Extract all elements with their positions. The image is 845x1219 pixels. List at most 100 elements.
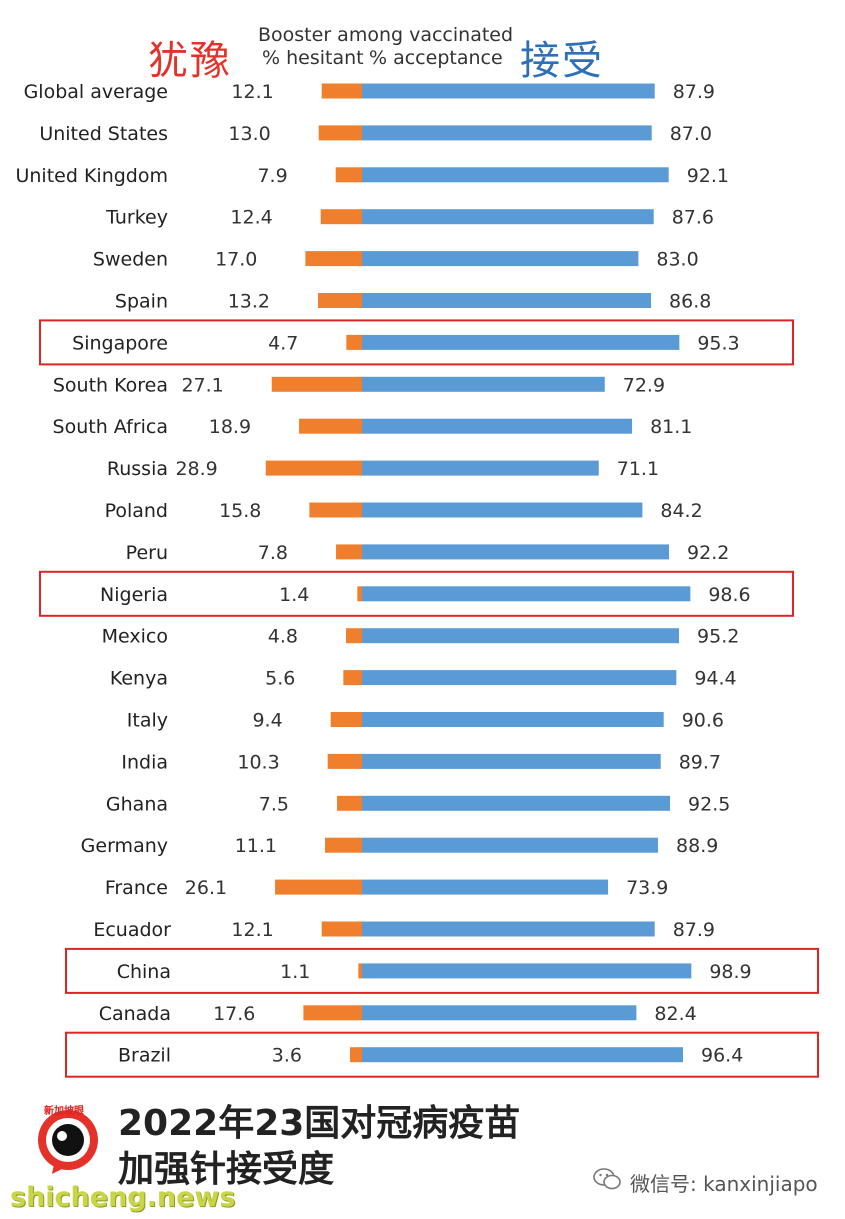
country-label-ecuador: Ecuador xyxy=(93,919,171,941)
hesitant-bar-turkey xyxy=(320,209,362,225)
acceptance-bar-india xyxy=(362,753,661,769)
acceptance-value-singapore: 95.3 xyxy=(697,332,739,354)
acceptance-value-united-kingdom: 92.1 xyxy=(687,165,729,187)
acceptance-bar-germany xyxy=(362,837,659,853)
acceptance-bar-nigeria xyxy=(362,586,691,602)
hesitant-bar-ecuador xyxy=(321,921,362,937)
hesitant-value-italy: 9.4 xyxy=(252,710,282,732)
magnifier-logo-icon xyxy=(38,1110,98,1174)
country-label-sweden: Sweden xyxy=(93,249,168,271)
acceptance-bar-kenya xyxy=(362,670,677,686)
acceptance-bar-global-average xyxy=(362,83,655,99)
country-label-peru: Peru xyxy=(126,542,168,564)
acceptance-value-peru: 92.2 xyxy=(687,542,729,564)
acceptance-value-italy: 90.6 xyxy=(682,710,724,732)
country-label-united-kingdom: United Kingdom xyxy=(15,165,168,187)
acceptance-value-turkey: 87.6 xyxy=(672,207,714,229)
acceptance-bar-united-kingdom xyxy=(362,167,669,183)
country-label-india: India xyxy=(121,751,168,773)
country-label-united-states: United States xyxy=(39,123,168,145)
hesitant-bar-singapore xyxy=(346,334,362,350)
header-hesitant-cn: 犹豫 xyxy=(148,38,232,84)
hesitant-value-mexico: 4.8 xyxy=(268,626,298,648)
country-label-global-average: Global average xyxy=(24,81,168,103)
acceptance-bar-brazil xyxy=(362,1047,684,1063)
hesitant-bar-sweden xyxy=(305,251,362,267)
country-label-germany: Germany xyxy=(81,835,168,857)
hesitant-value-canada: 17.6 xyxy=(213,1003,255,1025)
hesitant-value-south-africa: 18.9 xyxy=(209,416,251,438)
country-label-south-africa: South Africa xyxy=(53,416,168,438)
highlight-box-nigeria xyxy=(39,570,794,617)
highlight-box-china xyxy=(65,947,819,994)
country-label-turkey: Turkey xyxy=(105,207,168,229)
country-label-singapore: Singapore xyxy=(72,332,168,354)
hesitant-bar-russia xyxy=(265,460,362,476)
acceptance-value-brazil: 96.4 xyxy=(701,1045,743,1067)
hesitant-value-global-average: 12.1 xyxy=(231,81,273,103)
hesitant-value-sweden: 17.0 xyxy=(215,249,257,271)
hesitant-bar-mexico xyxy=(346,628,362,644)
hesitant-bar-kenya xyxy=(343,670,362,686)
hesitant-bar-canada xyxy=(303,1005,362,1021)
acceptance-bar-ghana xyxy=(362,795,671,811)
acceptance-value-canada: 82.4 xyxy=(654,1003,696,1025)
hesitant-bar-italy xyxy=(330,712,362,727)
acceptance-bar-turkey xyxy=(362,209,654,225)
header-acceptance-label: % acceptance xyxy=(369,47,503,69)
acceptance-value-china: 98.9 xyxy=(709,961,751,983)
wechat-icon xyxy=(593,1168,621,1190)
acceptance-value-spain: 86.8 xyxy=(669,291,711,313)
hesitant-value-france: 26.1 xyxy=(185,877,227,899)
acceptance-value-south-africa: 81.1 xyxy=(650,416,692,438)
hesitant-value-united-kingdom: 7.9 xyxy=(257,165,287,187)
acceptance-bar-singapore xyxy=(362,334,680,350)
hesitant-value-kenya: 5.6 xyxy=(265,668,295,690)
acceptance-value-ghana: 92.5 xyxy=(688,793,730,815)
footer-title-line2: 加强针接受度 xyxy=(118,1149,335,1190)
country-label-china: China xyxy=(117,961,171,983)
acceptance-value-global-average: 87.9 xyxy=(673,81,715,103)
hesitant-bar-united-kingdom xyxy=(335,167,362,183)
footer-title-line1: 2022年23国对冠病疫苗 xyxy=(118,1103,521,1144)
highlight-box-singapore xyxy=(39,319,794,366)
hesitant-value-singapore: 4.7 xyxy=(268,332,298,354)
header-hesitant-label: % hesitant xyxy=(262,47,364,69)
acceptance-bar-canada xyxy=(362,1005,637,1021)
country-label-kenya: Kenya xyxy=(110,668,168,690)
acceptance-value-south-korea: 72.9 xyxy=(623,374,665,396)
acceptance-value-france: 73.9 xyxy=(626,877,668,899)
country-label-mexico: Mexico xyxy=(102,626,168,648)
hesitant-value-germany: 11.1 xyxy=(235,835,277,857)
country-label-south-korea: South Korea xyxy=(53,374,168,396)
site-watermark: shicheng.news xyxy=(10,1182,236,1213)
acceptance-value-kenya: 94.4 xyxy=(694,668,736,690)
acceptance-value-nigeria: 98.6 xyxy=(708,584,750,606)
acceptance-value-mexico: 95.2 xyxy=(697,626,739,648)
country-label-spain: Spain xyxy=(115,291,168,313)
hesitant-bar-united-states xyxy=(318,125,362,141)
header-acceptance-cn: 接受 xyxy=(520,38,604,84)
acceptance-bar-ecuador xyxy=(362,921,655,937)
hesitant-bar-germany xyxy=(325,837,362,853)
hesitant-bar-spain xyxy=(318,293,362,308)
hesitant-bar-nigeria xyxy=(357,586,362,602)
hesitant-value-ecuador: 12.1 xyxy=(231,919,273,941)
country-label-italy: Italy xyxy=(127,710,168,732)
hesitant-bar-ghana xyxy=(337,795,362,811)
acceptance-bar-italy xyxy=(362,712,664,727)
hesitant-value-india: 10.3 xyxy=(237,751,279,773)
acceptance-bar-russia xyxy=(362,460,599,476)
acceptance-bar-peru xyxy=(362,544,670,560)
hesitant-bar-south-korea xyxy=(271,376,362,392)
hesitant-bar-india xyxy=(327,753,362,769)
hesitant-value-russia: 28.9 xyxy=(175,458,217,480)
hesitant-bar-global-average xyxy=(321,83,362,99)
hesitant-bar-peru xyxy=(336,544,362,560)
acceptance-value-germany: 88.9 xyxy=(676,835,718,857)
acceptance-value-united-states: 87.0 xyxy=(670,123,712,145)
wechat-id: 微信号: kanxinjiapo xyxy=(630,1172,818,1196)
hesitant-value-china: 1.1 xyxy=(280,961,310,983)
country-label-brazil: Brazil xyxy=(118,1045,171,1067)
